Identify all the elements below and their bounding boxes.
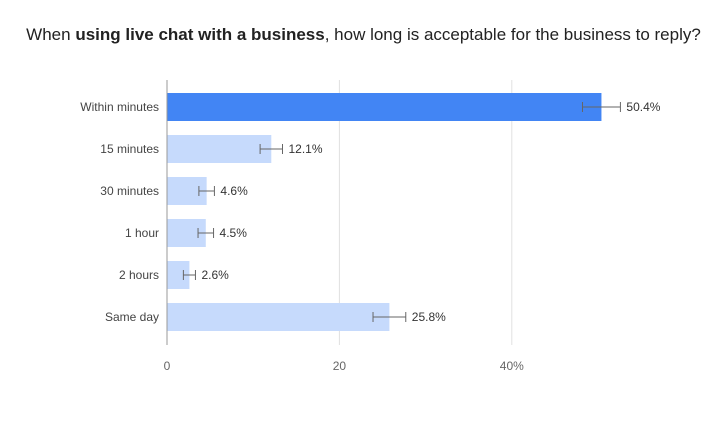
category-label: 15 minutes: [100, 142, 159, 156]
data-label: 2.6%: [201, 268, 229, 282]
chart-title-bold: using live chat with a business: [75, 25, 325, 44]
bar: [167, 93, 602, 121]
bar: [167, 135, 272, 163]
category-label: Within minutes: [80, 100, 159, 114]
chart-title-prefix: When: [26, 25, 76, 44]
x-tick-label: 40%: [500, 359, 524, 373]
category-label: 2 hours: [119, 268, 159, 282]
x-tick-label: 0: [164, 359, 171, 373]
bar: [167, 261, 190, 289]
data-label: 25.8%: [412, 310, 446, 324]
data-label: 4.5%: [220, 226, 248, 240]
chart-title-suffix: , how long is acceptable for the busines…: [324, 25, 701, 44]
chart-title: When using live chat with a business, ho…: [0, 25, 727, 45]
category-label: 30 minutes: [100, 184, 159, 198]
data-label: 12.1%: [289, 142, 323, 156]
bar: [167, 303, 390, 331]
category-label: Same day: [105, 310, 159, 324]
data-label: 50.4%: [626, 100, 660, 114]
category-label: 1 hour: [125, 226, 159, 240]
data-label: 4.6%: [220, 184, 248, 198]
x-tick-label: 20: [333, 359, 347, 373]
